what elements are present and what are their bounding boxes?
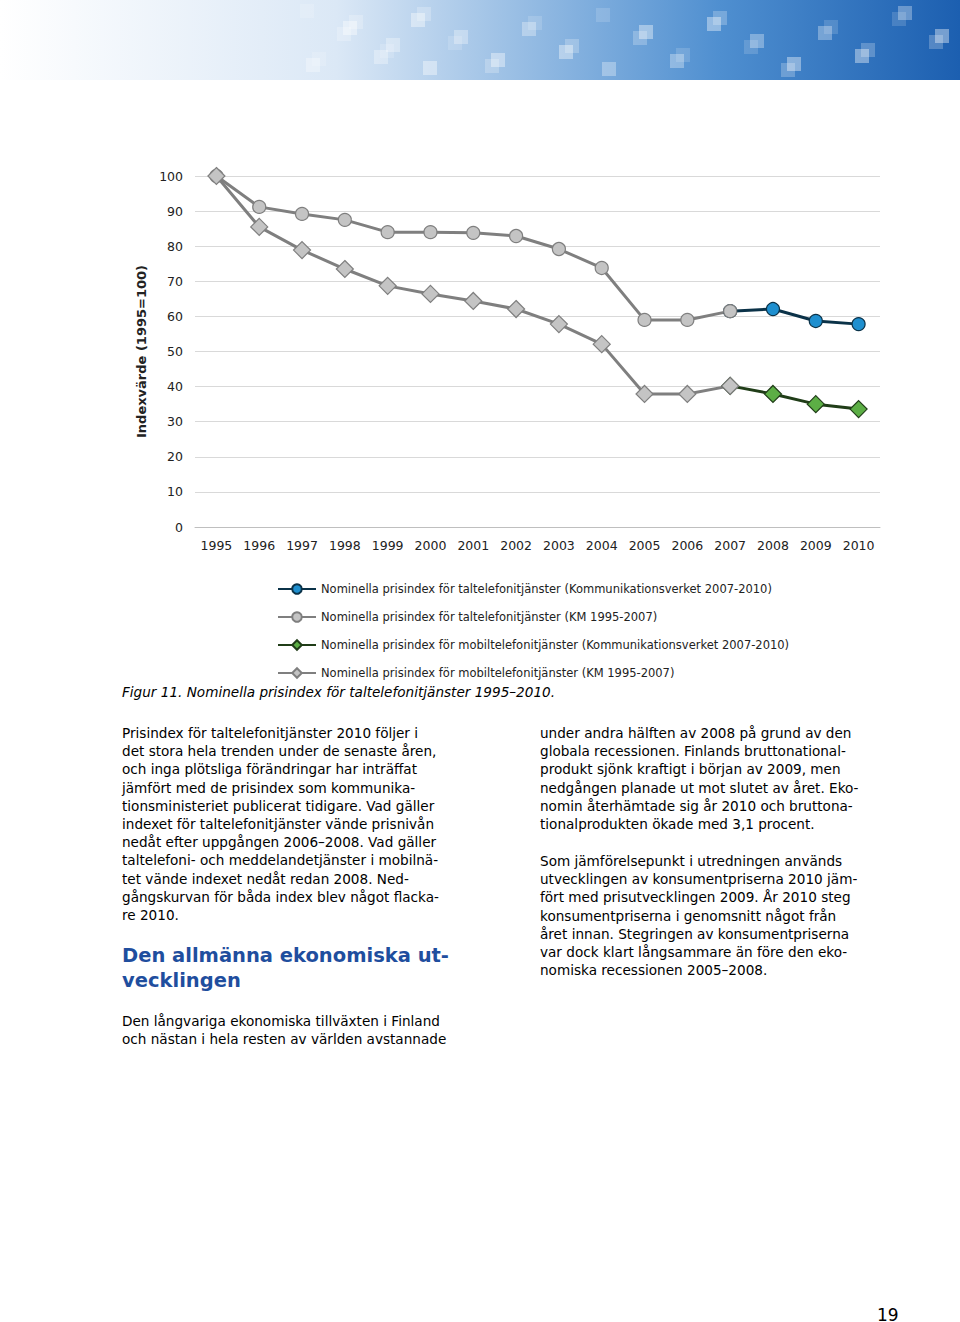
svg-text:1997: 1997	[286, 538, 318, 553]
svg-text:10: 10	[167, 484, 183, 499]
svg-text:100: 100	[159, 169, 183, 184]
svg-text:2005: 2005	[629, 538, 661, 553]
html-text:och nästan i hela resten av vä: och nästan i hela resten av världen avst…	[122, 1031, 447, 1048]
html-text:det stora hela trenden under d: det stora hela trenden under de senaste …	[122, 743, 437, 760]
svg-text:2000: 2000	[415, 538, 447, 553]
svg-text:90: 90	[167, 204, 183, 219]
svg-text:Nominella prisindex för taltel: Nominella prisindex för taltelefonitjäns…	[321, 610, 657, 624]
svg-text:Indexvärde (1995=100): Indexvärde (1995=100)	[134, 265, 149, 438]
html-text:utvecklingen av konsumentprise: utvecklingen av konsumentpriserna 2010 j…	[540, 871, 858, 888]
svg-text:1998: 1998	[329, 538, 361, 553]
svg-text:80: 80	[167, 239, 183, 254]
svg-text:Nominella prisindex för mobilt: Nominella prisindex för mobiltelefonitjä…	[321, 666, 674, 680]
svg-text:1999: 1999	[372, 538, 404, 553]
html-text:tet vände indexet nedåt redan: tet vände indexet nedåt redan 2008. Ned-	[122, 870, 409, 887]
svg-text:30: 30	[167, 414, 183, 429]
html-text:året innan. Stegringen av kons: året innan. Stegringen av konsumentprise…	[540, 925, 850, 942]
html-text:nomin återhämtade sig år 2010: nomin återhämtade sig år 2010 och brutto…	[540, 797, 853, 814]
html-text:re 2010.: re 2010.	[122, 907, 179, 923]
html-text:och inga plötsliga förändringa: och inga plötsliga förändringar har intr…	[122, 761, 417, 778]
svg-text:Nominella prisindex för mobilt: Nominella prisindex för mobiltelefonitjä…	[321, 638, 789, 652]
html-text:Den allmänna ekonomiska ut-: Den allmänna ekonomiska ut-	[122, 944, 449, 967]
svg-text:50: 50	[167, 344, 183, 359]
svg-text:60: 60	[167, 309, 183, 324]
svg-text:2001: 2001	[457, 538, 489, 553]
html-text:Som jämförelsepunkt i utrednin: Som jämförelsepunkt i utredningen använd…	[540, 853, 843, 869]
svg-text:2004: 2004	[586, 538, 618, 553]
html-text:tionsministeriet publicerat ti: tionsministeriet publicerat tidigare. Va…	[122, 797, 435, 814]
html-text:konsumentpriserna i genomsnitt: konsumentpriserna i genomsnitt något frå…	[540, 907, 837, 924]
html-text:nomiska recessionen 2005–2008.: nomiska recessionen 2005–2008.	[540, 962, 768, 979]
html-text:Prisindex för taltelefonitjäns: Prisindex för taltelefonitjänster 2010 f…	[122, 725, 419, 741]
html-text:var dock klart långsammare än: var dock klart långsammare än före den e…	[540, 944, 848, 960]
svg-text:2006: 2006	[671, 538, 703, 553]
svg-text:2008: 2008	[757, 538, 789, 553]
svg-text:1995: 1995	[201, 538, 233, 553]
html-text:produkt sjönk kraftigt i börja: produkt sjönk kraftigt i början av 2009,…	[540, 761, 841, 778]
html-text:tionalprodukten ökade med 3,1: tionalprodukten ökade med 3,1 procent.	[540, 816, 815, 832]
svg-text:2002: 2002	[500, 538, 532, 553]
svg-text:2009: 2009	[800, 538, 832, 553]
svg-text:2010: 2010	[843, 538, 875, 553]
html-text:vecklingen: vecklingen	[122, 969, 241, 992]
html-text:nedåt efter uppgången 2006–200: nedåt efter uppgången 2006–2008. Vad gäl…	[122, 834, 437, 851]
svg-text:20: 20	[167, 449, 183, 464]
svg-text:1996: 1996	[243, 538, 275, 553]
html-text:globala recessionen. Finlands: globala recessionen. Finlands bruttonati…	[540, 743, 846, 760]
svg-text:70: 70	[167, 274, 183, 289]
html-text:Figur 11. Nominella prisindex: Figur 11. Nominella prisindex för taltel…	[122, 684, 555, 700]
html-text:taltelefoni- och meddelandetjä: taltelefoni- och meddelandetjänster i mo…	[122, 852, 439, 869]
svg-text:2007: 2007	[714, 538, 746, 553]
html-text:gångskurvan för båda index ble: gångskurvan för båda index blev något fl…	[122, 888, 439, 905]
html-text:indexet för taltelefonitjänste: indexet för taltelefonitjänster vände pr…	[122, 816, 435, 832]
html-text:under andra hälften av 2008 på: under andra hälften av 2008 på grund av …	[540, 725, 852, 741]
html-text:nedgången planade ut mot slute: nedgången planade ut mot slutet av året.…	[540, 779, 859, 796]
html-text:jämfört med de prisindex som k: jämfört med de prisindex som kommunika-	[122, 779, 416, 796]
svg-text:Nominella prisindex för taltel: Nominella prisindex för taltelefonitjäns…	[321, 582, 772, 596]
html-text:Den långvariga ekonomiska till: Den långvariga ekonomiska tillväxten i F…	[122, 1013, 440, 1029]
svg-text:40: 40	[167, 379, 183, 394]
svg-text:2003: 2003	[543, 538, 575, 553]
html-text:fört med prisutvecklingen 2009: fört med prisutvecklingen 2009. År 2010 …	[540, 889, 851, 906]
svg-text:0: 0	[175, 520, 183, 535]
